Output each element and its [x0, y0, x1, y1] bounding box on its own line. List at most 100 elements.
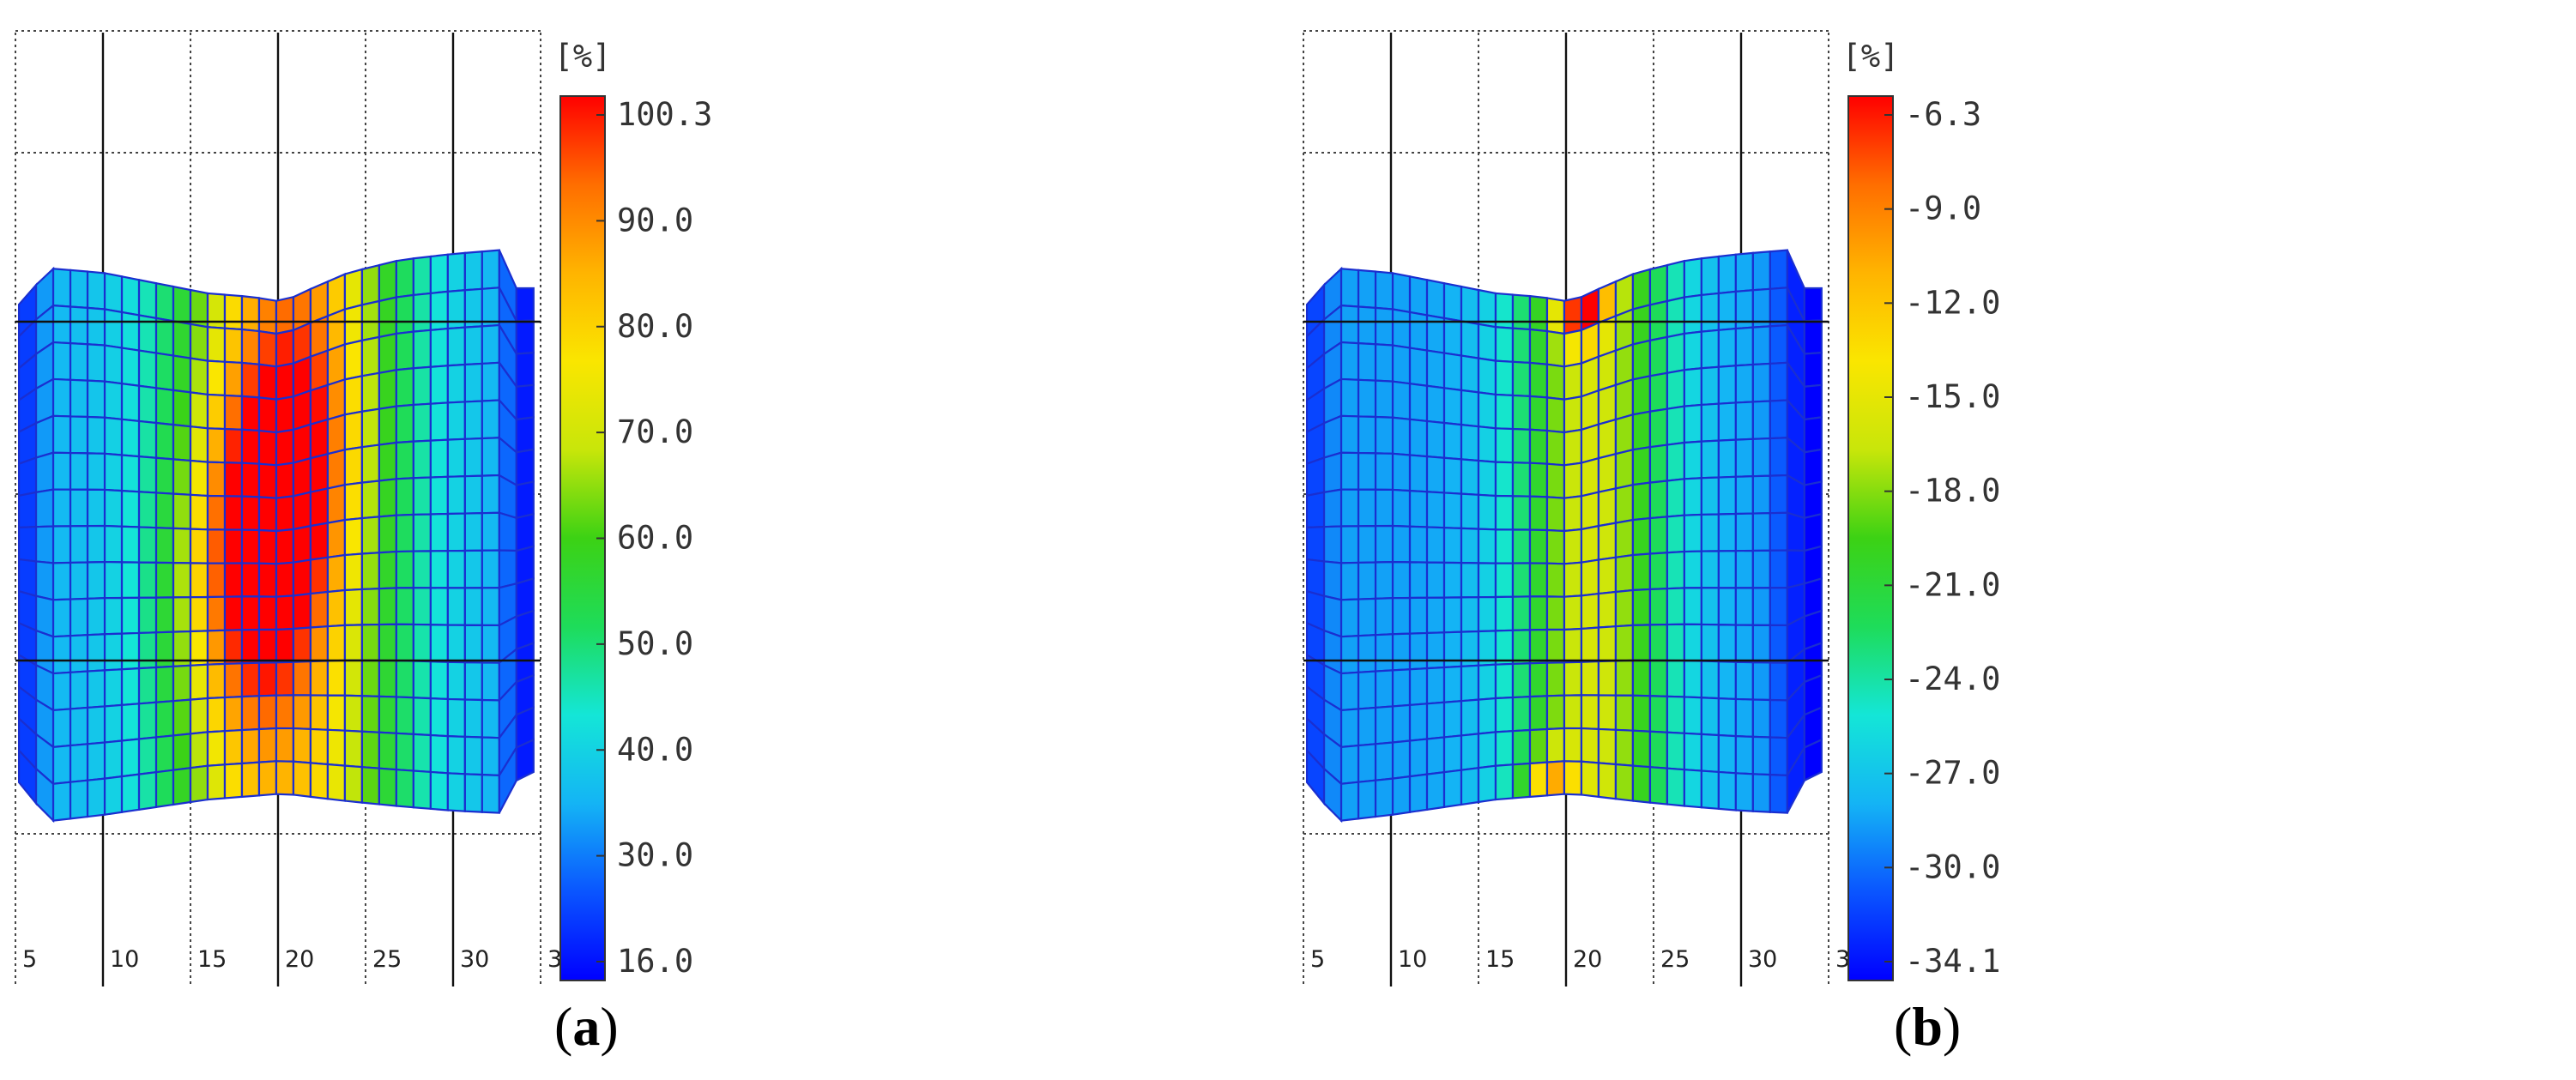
a-mesh-cell — [206, 393, 227, 431]
b-mesh-cell — [1751, 362, 1771, 403]
a-mesh-cell — [137, 491, 158, 529]
b-mesh-cell — [1700, 587, 1720, 626]
a-mesh-cell — [69, 524, 89, 564]
a-x-tick-label: 25 — [372, 946, 402, 973]
a-mesh-cell — [429, 475, 449, 516]
b-mesh-cell — [1357, 415, 1377, 455]
b-mesh-cell — [1580, 524, 1600, 564]
a-mesh-cell — [429, 587, 449, 626]
b-mesh-cell — [1717, 475, 1737, 516]
b-mesh-cell — [1666, 332, 1686, 375]
b-mesh-cell — [1511, 462, 1532, 498]
b-mesh-cell — [1442, 387, 1463, 426]
b-mesh-cell — [1460, 354, 1480, 394]
b-mesh-cell — [1511, 495, 1532, 531]
a-mesh-cell — [343, 694, 364, 733]
b-mesh-cell — [1408, 311, 1429, 352]
a-mesh-cell — [51, 451, 72, 491]
a-mesh-cell — [86, 741, 106, 781]
b-mesh-cell — [1511, 360, 1532, 398]
b-mesh-cell — [1408, 773, 1429, 814]
a-mesh-cell — [326, 659, 347, 697]
a-mesh-cell — [86, 597, 106, 637]
a-mesh-cell — [429, 253, 449, 295]
b-mesh-cell — [1717, 550, 1737, 589]
a-mesh-cell — [429, 401, 449, 442]
a-mesh-cell — [412, 292, 432, 333]
a-mesh-cell — [86, 488, 106, 528]
b-mesh-cell — [1442, 596, 1463, 634]
a-mesh-cell — [240, 562, 261, 598]
a-mesh-cell — [154, 769, 175, 809]
b-mesh-cell — [1391, 416, 1412, 456]
b-mesh-cell — [1786, 549, 1805, 589]
a-mesh-cell — [257, 661, 278, 697]
b-mesh-cell — [1717, 661, 1737, 701]
a-mesh-cell — [463, 698, 483, 739]
a-mesh-cell — [412, 365, 432, 407]
b-mesh-cell — [1494, 494, 1515, 531]
b-mesh-cell — [1803, 352, 1823, 388]
a-mesh-cell — [206, 696, 227, 733]
a-mesh-cell — [154, 421, 175, 461]
b-mesh-cell — [1700, 402, 1720, 443]
a-mesh-cell — [360, 371, 381, 413]
a-mesh-cell — [463, 437, 483, 478]
a-mesh-cell — [257, 396, 278, 434]
a-mesh-cell — [137, 349, 158, 389]
b-colorbar-tick-label: -9.0 — [1905, 190, 1981, 227]
b-mesh-cell — [1631, 659, 1652, 697]
b-colorbar-tick-label: -6.3 — [1905, 96, 1981, 133]
b-mesh-cell — [1648, 730, 1669, 769]
b-mesh-cell — [1357, 634, 1377, 673]
a-mesh-cell — [292, 491, 312, 531]
a-mesh-cell — [154, 665, 175, 703]
a-mesh-cell — [515, 480, 535, 520]
a-mesh-cell — [395, 367, 414, 407]
a-mesh-cell — [343, 729, 364, 769]
a-mesh-cell — [446, 475, 466, 516]
b-mesh-cell — [1545, 528, 1566, 565]
b-mesh-cell — [1580, 491, 1600, 531]
a-mesh-cell — [137, 631, 158, 670]
a-mesh-cell — [412, 733, 432, 774]
b-mesh-cell — [1683, 293, 1702, 335]
b-mesh-cell — [1442, 665, 1463, 703]
b-mesh-cell — [1528, 428, 1549, 465]
b-x-tick-label: 25 — [1660, 946, 1690, 973]
a-mesh-cell — [172, 527, 192, 564]
b-mesh-cell — [1408, 738, 1429, 778]
a-mesh-cell — [257, 694, 278, 731]
a-mesh-cell — [275, 428, 295, 467]
a-mesh-cell — [51, 377, 72, 418]
a-mesh-cell — [137, 701, 158, 740]
b-mesh-cell — [1580, 389, 1600, 431]
a-mesh-cell — [378, 259, 398, 303]
b-mesh-cell — [1528, 628, 1549, 665]
a-mesh-cell — [103, 560, 124, 600]
b-mesh-cell — [1769, 624, 1788, 664]
b-mesh-cell — [1545, 694, 1566, 731]
a-mesh-cell — [86, 270, 106, 311]
b-mesh-cell — [1717, 624, 1737, 663]
a-mesh-cell — [360, 480, 381, 520]
b-mesh-cell — [1442, 699, 1463, 739]
a-mesh-cell — [309, 694, 330, 731]
a-mesh-cell — [154, 317, 175, 357]
a-mesh-cell — [395, 513, 414, 553]
a-mesh-cell — [275, 395, 295, 434]
a-mesh-cell — [446, 772, 466, 812]
b-mesh-cell — [1477, 562, 1497, 599]
b-mesh-cell — [1391, 452, 1412, 492]
b-mesh-cell — [1597, 727, 1618, 766]
a-mesh-cell — [343, 659, 364, 697]
b-mesh-cell — [1563, 428, 1583, 467]
a-mesh-cell — [275, 594, 295, 631]
a-mesh-cell — [240, 761, 261, 799]
b-mesh-cell — [1563, 362, 1583, 401]
b-x-tick-label: 10 — [1398, 946, 1427, 973]
a-mesh-cell — [120, 525, 141, 564]
b-mesh-cell — [1425, 561, 1446, 599]
b-mesh-cell — [1631, 588, 1652, 627]
b-mesh-cell — [1477, 595, 1497, 633]
